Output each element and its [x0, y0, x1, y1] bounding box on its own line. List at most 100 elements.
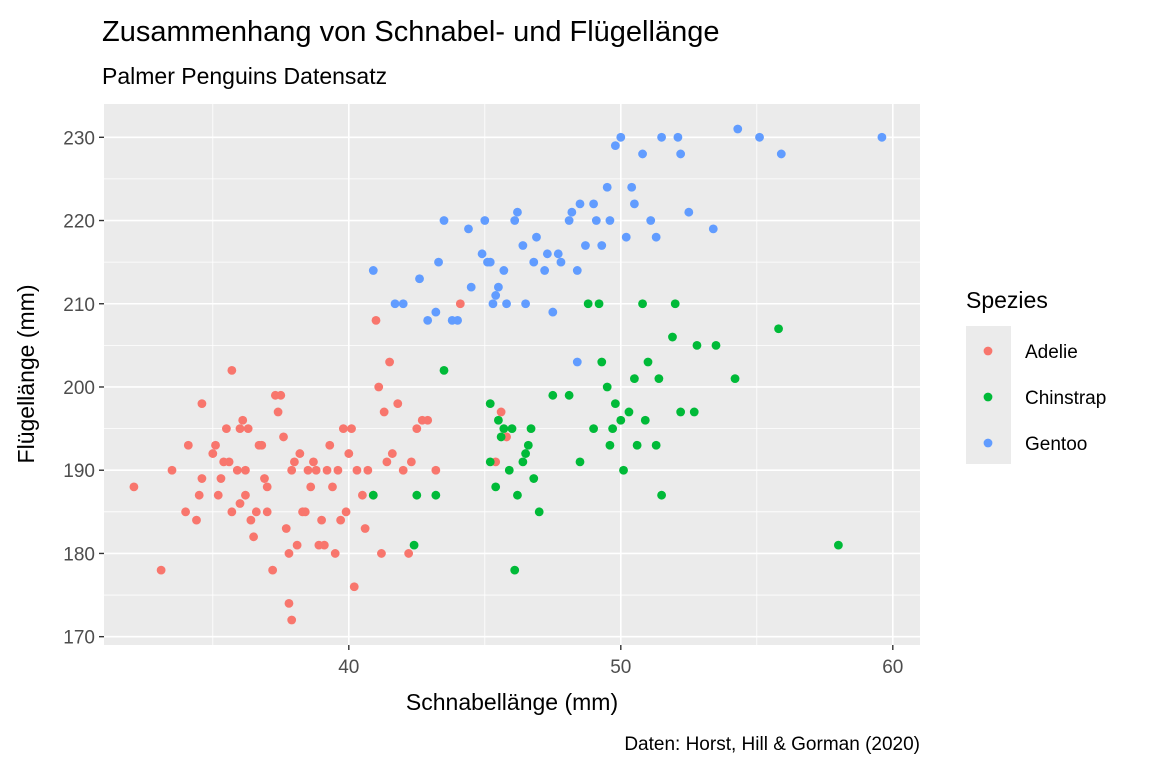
point-adelie [276, 390, 286, 400]
point-adelie [156, 565, 166, 575]
point-chinstrap [485, 457, 495, 467]
point-adelie [406, 457, 416, 467]
point-adelie [423, 415, 433, 425]
point-adelie [325, 440, 335, 450]
point-chinstrap [638, 299, 647, 309]
point-adelie [311, 465, 321, 475]
point-gentoo [453, 316, 462, 325]
point-gentoo [423, 316, 433, 325]
point-chinstrap [583, 299, 593, 309]
point-adelie [183, 440, 193, 450]
point-chinstrap [534, 507, 544, 517]
y-tick-label: 220 [63, 212, 95, 233]
point-chinstrap [632, 440, 642, 450]
point-adelie [281, 524, 291, 533]
point-adelie [379, 407, 389, 417]
point-chinstrap [670, 299, 680, 309]
point-gentoo [488, 299, 498, 309]
point-gentoo [510, 216, 520, 225]
point-gentoo [589, 199, 598, 209]
point-gentoo [572, 357, 582, 367]
point-gentoo [477, 249, 487, 259]
point-gentoo [464, 224, 473, 234]
point-adelie [352, 465, 362, 475]
point-adelie [398, 465, 408, 475]
point-gentoo [616, 132, 626, 142]
point-adelie [344, 449, 354, 458]
point-gentoo [485, 257, 495, 267]
point-gentoo [638, 149, 647, 159]
y-tick-label: 210 [63, 295, 95, 316]
point-gentoo [564, 216, 574, 225]
point-adelie [227, 365, 237, 375]
point-adelie [319, 540, 329, 550]
point-gentoo [434, 257, 443, 267]
point-chinstrap [692, 340, 702, 350]
point-adelie [284, 598, 294, 608]
point-chinstrap [640, 415, 650, 425]
point-adelie [374, 382, 384, 392]
x-tick-label: 60 [882, 657, 903, 678]
point-adelie [360, 524, 370, 533]
point-adelie [227, 507, 237, 517]
point-chinstrap [668, 332, 677, 342]
point-gentoo [518, 241, 528, 250]
point-chinstrap [485, 399, 495, 409]
chart-subtitle: Palmer Penguins Datensatz [102, 63, 387, 89]
point-adelie [197, 474, 207, 483]
point-adelie [208, 449, 218, 458]
point-adelie [328, 482, 337, 492]
point-gentoo [439, 216, 449, 225]
point-adelie [295, 449, 305, 458]
point-gentoo [610, 141, 620, 151]
point-gentoo [708, 224, 718, 234]
point-adelie [251, 507, 261, 517]
point-adelie [309, 457, 318, 467]
point-gentoo [630, 199, 639, 209]
x-tick-label: 50 [610, 657, 631, 678]
plot-panel [104, 104, 920, 645]
point-gentoo [398, 299, 408, 309]
point-chinstrap [494, 415, 503, 425]
point-adelie [287, 615, 297, 625]
point-adelie [241, 490, 250, 500]
point-gentoo [548, 307, 558, 317]
point-chinstrap [431, 490, 441, 500]
point-adelie [290, 457, 299, 467]
point-gentoo [553, 249, 563, 259]
point-chinstrap [676, 407, 686, 417]
legend: Spezies Adelie Chinstrap Gentoo [966, 287, 1106, 464]
point-chinstrap [575, 457, 585, 467]
point-chinstrap [605, 440, 615, 450]
point-chinstrap [548, 390, 558, 400]
point-chinstrap [597, 357, 607, 367]
point-gentoo [540, 266, 550, 275]
point-chinstrap [608, 424, 618, 433]
point-adelie [341, 507, 351, 517]
point-gentoo [627, 182, 637, 192]
point-adelie [300, 507, 310, 517]
point-adelie [363, 465, 373, 475]
point-chinstrap [624, 407, 634, 417]
point-adelie [347, 424, 356, 433]
point-gentoo [513, 207, 522, 217]
point-gentoo [575, 199, 585, 209]
point-gentoo [581, 241, 590, 250]
point-gentoo [673, 132, 683, 142]
point-chinstrap [496, 432, 506, 442]
point-adelie [235, 424, 245, 433]
point-gentoo [572, 266, 582, 275]
point-gentoo [567, 207, 577, 217]
legend-key-adelie [983, 346, 993, 356]
point-chinstrap [521, 449, 530, 458]
point-gentoo [591, 216, 601, 225]
point-adelie [262, 507, 272, 517]
point-gentoo [657, 132, 666, 142]
point-gentoo [502, 299, 511, 309]
point-chinstrap [412, 490, 422, 500]
point-gentoo [776, 149, 786, 159]
point-adelie [377, 549, 386, 558]
legend-label-adelie: Adelie [1025, 342, 1078, 363]
point-adelie [412, 424, 422, 433]
